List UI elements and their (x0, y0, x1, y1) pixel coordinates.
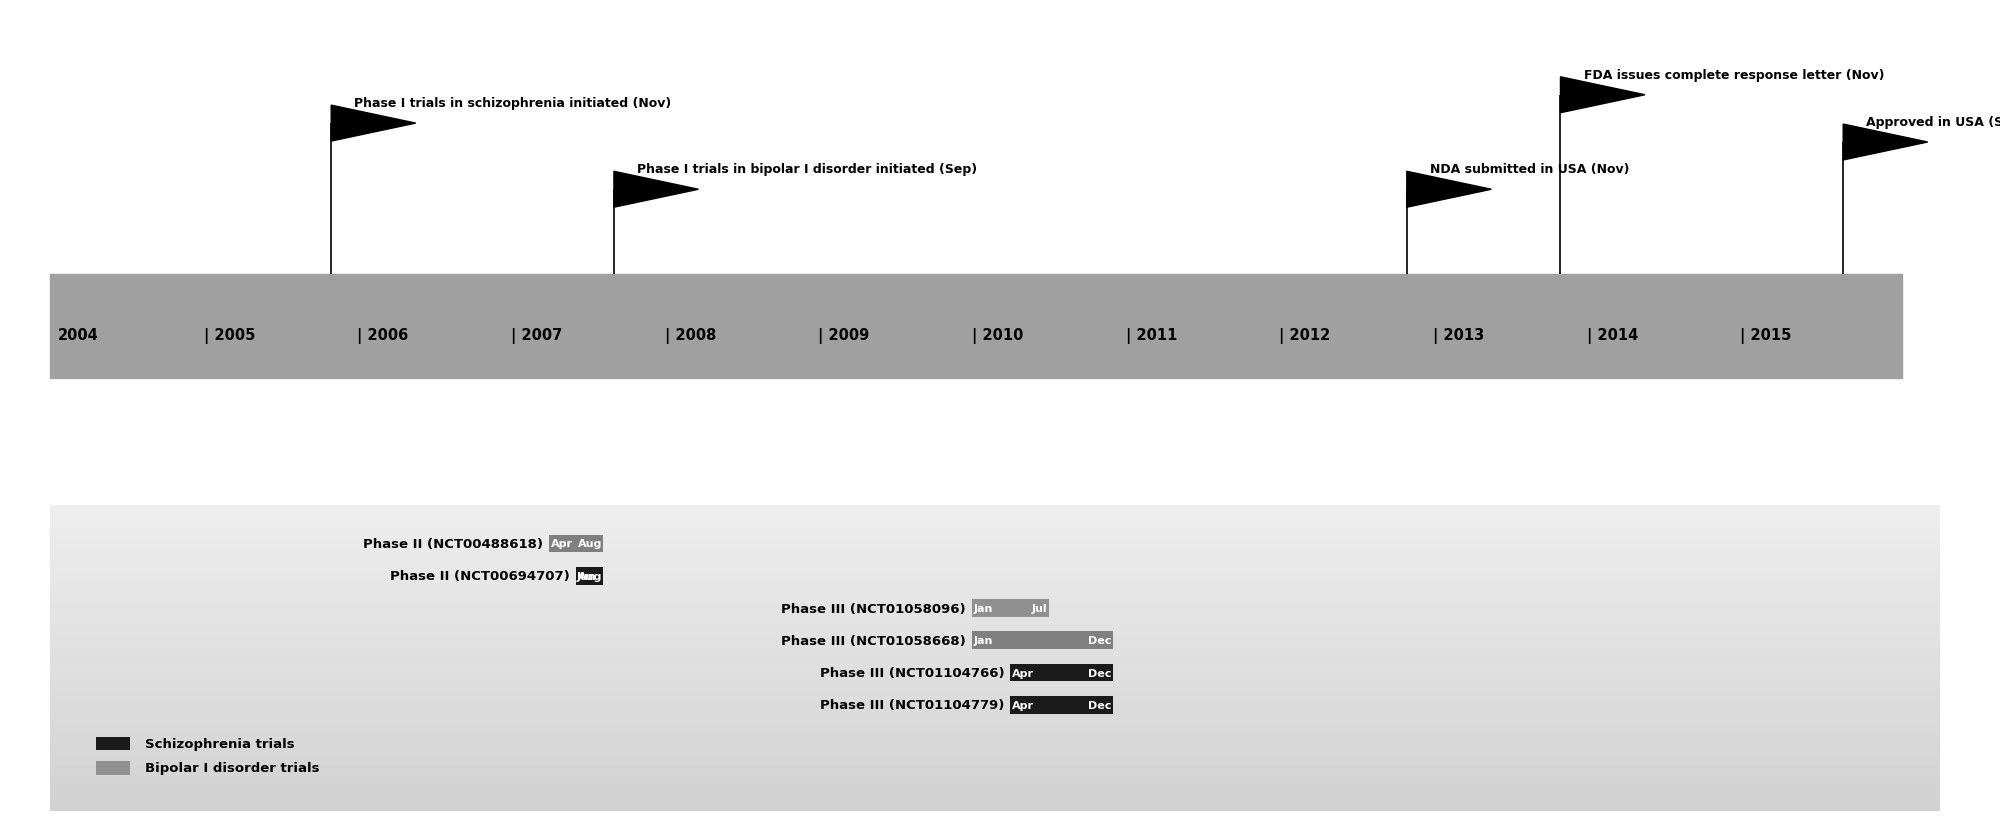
Bar (50, 275, 1902, 379)
Text: Jun: Jun (576, 571, 596, 581)
Bar (1010, 696, 1112, 714)
Text: NDA submitted in USA (Nov): NDA submitted in USA (Nov) (1430, 163, 1630, 176)
Text: | 2005: | 2005 (204, 327, 256, 343)
Text: Dec: Dec (1088, 667, 1112, 678)
Text: | 2006: | 2006 (358, 327, 408, 343)
Text: Jan: Jan (974, 604, 992, 614)
Text: Approved in USA (Sep): Approved in USA (Sep) (1866, 116, 2000, 128)
Bar (96, 737, 130, 750)
Text: Jan: Jan (974, 636, 992, 646)
Text: Phase II (NCT00694707): Phase II (NCT00694707) (390, 570, 570, 583)
Bar (550, 535, 604, 552)
Text: Phase III (NCT01058096): Phase III (NCT01058096) (782, 602, 966, 614)
Text: | 2012: | 2012 (1280, 327, 1330, 343)
Text: Bipolar I disorder trials: Bipolar I disorder trials (146, 762, 320, 774)
Text: Phase III (NCT01058668): Phase III (NCT01058668) (782, 634, 966, 647)
Text: | 2015: | 2015 (1740, 327, 1792, 343)
Bar (1010, 664, 1112, 681)
Text: Phase I trials in bipolar I disorder initiated (Sep): Phase I trials in bipolar I disorder ini… (636, 163, 978, 176)
Text: | 2009: | 2009 (818, 327, 870, 343)
Text: | 2011: | 2011 (1126, 327, 1176, 343)
Bar (972, 632, 1112, 649)
Text: | 2007: | 2007 (510, 327, 562, 343)
Text: | 2010: | 2010 (972, 327, 1024, 343)
Polygon shape (1560, 78, 1644, 113)
Text: | 2008: | 2008 (664, 327, 716, 343)
Text: Aug: Aug (578, 571, 602, 581)
Text: Phase I trials in schizophrenia initiated (Nov): Phase I trials in schizophrenia initiate… (354, 97, 672, 110)
Polygon shape (332, 106, 416, 142)
Polygon shape (1406, 172, 1492, 208)
Text: | 2013: | 2013 (1432, 327, 1484, 343)
Text: Apr: Apr (1012, 667, 1034, 678)
Text: Dec: Dec (1088, 700, 1112, 710)
Text: FDA issues complete response letter (Nov): FDA issues complete response letter (Nov… (1584, 69, 1884, 81)
Text: Aug: Aug (578, 539, 602, 549)
Text: | 2014: | 2014 (1586, 327, 1638, 343)
Text: 2004: 2004 (58, 328, 98, 343)
Text: Apr: Apr (1012, 700, 1034, 710)
Bar (576, 567, 604, 585)
Polygon shape (614, 172, 698, 208)
Text: Phase II (NCT00488618): Phase II (NCT00488618) (364, 537, 544, 551)
Text: Dec: Dec (1088, 636, 1112, 646)
Text: Schizophrenia trials: Schizophrenia trials (146, 737, 294, 750)
Text: Jul: Jul (1032, 604, 1048, 614)
Text: Apr: Apr (550, 539, 572, 549)
Polygon shape (1844, 125, 1928, 161)
Text: Phase III (NCT01104779): Phase III (NCT01104779) (820, 699, 1004, 711)
Bar (972, 599, 1048, 617)
Bar (96, 761, 130, 775)
Text: Phase III (NCT01104766): Phase III (NCT01104766) (820, 667, 1004, 679)
